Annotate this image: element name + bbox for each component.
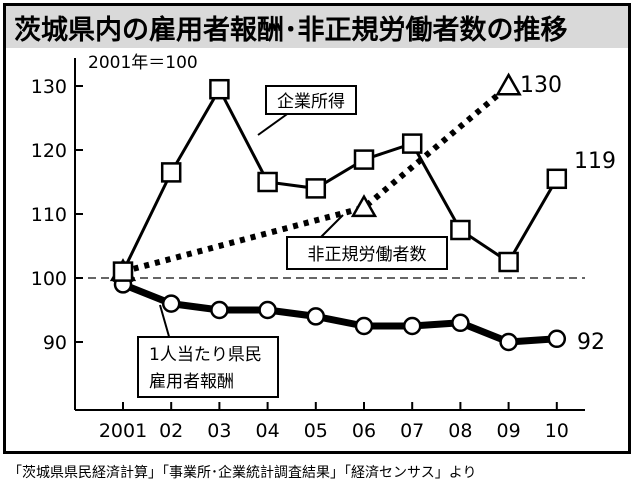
series-markers <box>109 72 568 352</box>
x-tick-label-10: 10 <box>545 420 569 442</box>
x-tick-label-04: 04 <box>256 420 280 442</box>
square-marker-06 <box>353 149 375 170</box>
callout-leader-corporate-income <box>257 111 291 136</box>
circle-marker-08 <box>451 313 470 333</box>
callout-label-employee-compensation-line2: 雇用者報酬 <box>149 372 234 392</box>
series-line-nonregular-workers <box>122 83 511 275</box>
callout-box-employee-compensation <box>137 336 279 398</box>
circle-marker-04 <box>258 300 277 320</box>
circle-marker-02 <box>161 294 181 313</box>
square-marker-04 <box>257 171 278 193</box>
x-tick-label-07: 07 <box>400 420 424 442</box>
callout-label-employee-compensation-line1: 1人当たり県民 <box>149 345 262 365</box>
callout-label-nonregular-workers: 非正規労働者数 <box>308 245 427 265</box>
circle-marker-03 <box>210 300 229 320</box>
square-marker-2001 <box>112 261 134 282</box>
circle-marker-06 <box>354 316 374 336</box>
y-tick-label-110: 110 <box>31 204 67 226</box>
square-marker-09 <box>498 251 519 273</box>
x-tick-label-06: 06 <box>352 420 376 442</box>
square-marker-05 <box>305 178 327 199</box>
y-ticks: 90 100 110 120 130 <box>31 76 83 354</box>
callout-leader-employee-compensation <box>159 304 171 341</box>
x-tick-label-09: 09 <box>497 420 521 442</box>
axes <box>74 58 585 411</box>
square-marker-08 <box>450 219 471 241</box>
title-band <box>6 6 628 48</box>
callout-box-corporate-income <box>265 85 357 115</box>
x-tick-label-05: 05 <box>304 420 328 442</box>
series-line-corporate-income <box>121 86 559 273</box>
square-marker-07 <box>401 133 423 154</box>
square-marker-02 <box>160 162 182 183</box>
y-tick-label-120: 120 <box>31 140 67 162</box>
y-tick-label-100: 100 <box>31 268 67 290</box>
square-marker-03 <box>209 78 230 100</box>
square-marker-10 <box>546 168 568 190</box>
callout-leader-nonregular-workers <box>319 214 344 239</box>
chart-title: 茨城県内の雇用者報酬･非正規労働者数の推移 <box>14 15 568 46</box>
end-label-employee-compensation: 92 <box>577 330 605 355</box>
callout-box-nonregular-workers <box>286 236 448 270</box>
end-label-nonregular-workers: 130 <box>520 73 562 98</box>
circle-marker-09 <box>499 332 518 352</box>
triangle-marker-09 <box>495 72 522 96</box>
x-tick-label-08: 08 <box>448 420 472 442</box>
x-tick-label-02: 02 <box>159 420 183 442</box>
base-note: 2001年＝100 <box>88 53 198 73</box>
y-tick-label-130: 130 <box>31 76 67 98</box>
y-tick-label-90: 90 <box>43 332 67 354</box>
x-tick-label-03: 03 <box>207 420 231 442</box>
x-tick-label-2001: 2001 <box>99 420 147 442</box>
source-note: 「茨城県県民経済計算」「事業所･企業統計調査結果」「経済センサス」より <box>8 465 477 481</box>
circle-marker-05 <box>306 307 326 326</box>
end-label-corporate-income: 119 <box>574 149 616 174</box>
series-lines <box>121 83 559 346</box>
callout-label-corporate-income: 企業所得 <box>277 92 345 112</box>
triangle-marker-06 <box>350 194 378 218</box>
circle-marker-07 <box>402 316 422 336</box>
circle-marker-10 <box>547 329 567 349</box>
series-line-employee-compensation <box>121 281 558 346</box>
x-ticks: 2001 02 03 04 05 06 07 08 09 10 <box>99 402 569 442</box>
